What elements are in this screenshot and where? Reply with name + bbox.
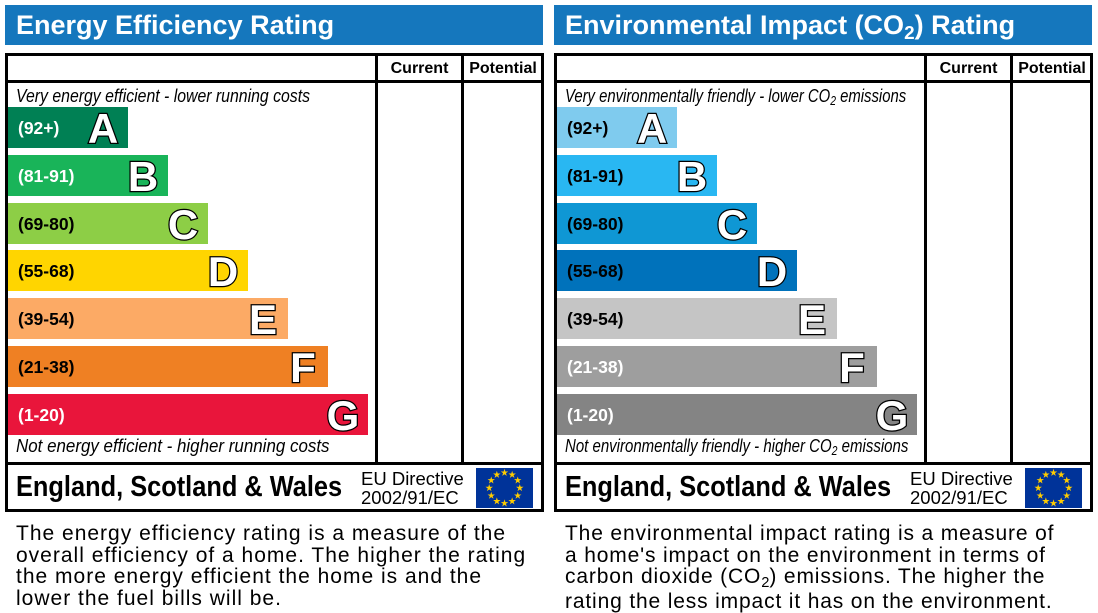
svg-text:C: C [717,203,747,244]
svg-text:F: F [839,346,865,387]
svg-text:E: E [798,298,826,339]
svg-text:A: A [88,107,118,148]
svg-text:D: D [208,250,238,291]
svg-text:G: G [876,394,909,435]
svg-text:B: B [128,155,158,196]
svg-text:E: E [249,298,277,339]
svg-text:B: B [677,155,707,196]
svg-text:C: C [168,203,198,244]
svg-text:G: G [327,394,360,435]
svg-text:D: D [757,250,787,291]
svg-text:A: A [637,107,667,148]
svg-text:F: F [290,346,316,387]
